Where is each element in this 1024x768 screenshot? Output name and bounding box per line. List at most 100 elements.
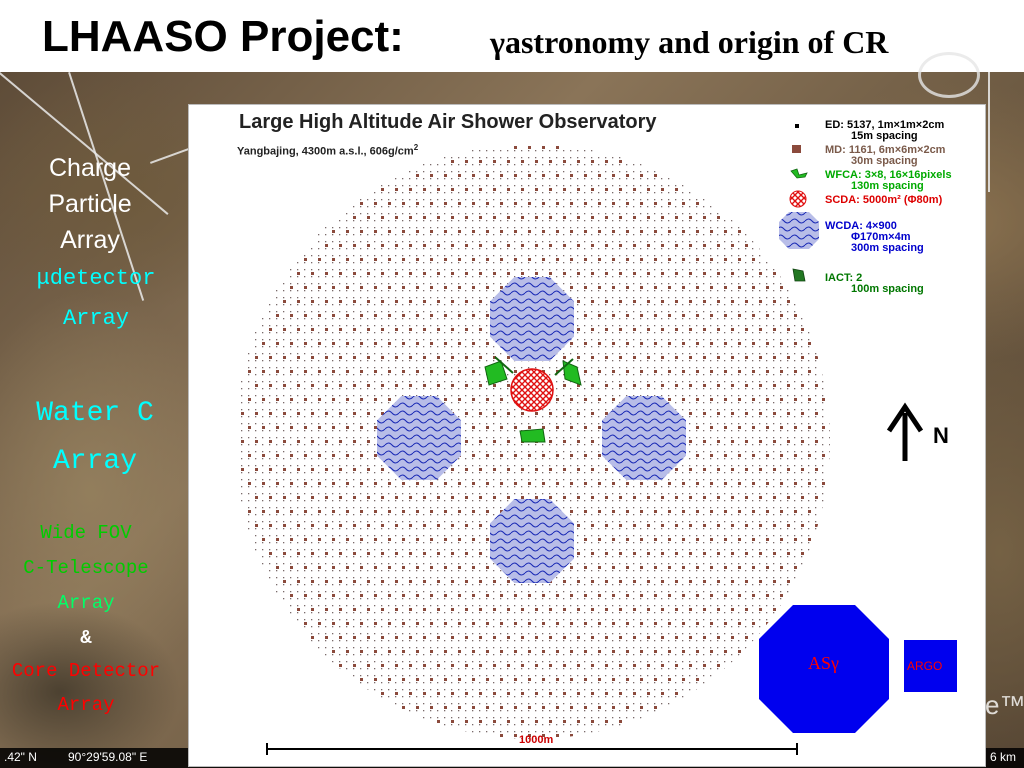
ed-detector-dot xyxy=(745,255,747,257)
ed-detector-dot xyxy=(353,346,355,348)
ed-detector-dot xyxy=(416,549,418,551)
ed-detector-dot xyxy=(507,486,509,488)
ed-detector-dot xyxy=(402,311,404,313)
ed-detector-dot xyxy=(409,395,411,397)
ed-detector-dot xyxy=(668,367,670,369)
ed-detector-dot xyxy=(395,213,397,215)
ed-detector-dot xyxy=(745,241,747,243)
ed-detector-dot xyxy=(374,227,376,229)
ed-detector-dot xyxy=(500,416,502,418)
ed-detector-dot xyxy=(332,402,334,404)
ed-detector-dot xyxy=(724,577,726,579)
ed-detector-dot xyxy=(605,472,607,474)
ed-detector-dot xyxy=(598,430,600,432)
ed-detector-dot xyxy=(325,430,327,432)
ed-detector-dot xyxy=(738,465,740,467)
ed-detector-dot xyxy=(472,458,474,460)
ed-detector-dot xyxy=(738,549,740,551)
ed-detector-dot xyxy=(402,346,404,348)
ed-detector-dot xyxy=(409,206,411,208)
ed-detector-dot xyxy=(493,234,495,236)
ed-detector-dot xyxy=(724,353,726,355)
ed-detector-dot xyxy=(689,332,691,334)
map-logo-mark: e™ xyxy=(985,690,1024,720)
ed-detector-dot xyxy=(668,500,670,502)
ed-detector-dot xyxy=(325,332,327,334)
ed-detector-dot xyxy=(710,339,712,341)
ed-detector-dot xyxy=(521,185,523,187)
ed-detector-dot xyxy=(640,626,642,628)
ed-detector-dot xyxy=(486,304,488,306)
ed-detector-dot xyxy=(500,605,502,607)
ed-detector-dot xyxy=(437,591,439,593)
ed-detector-dot xyxy=(374,283,376,285)
ed-detector-dot xyxy=(696,521,698,523)
ed-detector-dot xyxy=(612,612,614,614)
ed-detector-dot xyxy=(465,304,467,306)
ed-detector-dot xyxy=(780,318,782,320)
ed-detector-dot xyxy=(276,500,278,502)
ed-detector-dot xyxy=(696,353,698,355)
ed-detector-dot xyxy=(633,199,635,201)
ed-detector-dot xyxy=(339,416,341,418)
ed-detector-dot xyxy=(514,220,516,222)
ed-detector-dot xyxy=(318,283,320,285)
ed-detector-dot xyxy=(318,241,320,243)
ed-detector-dot xyxy=(801,409,803,411)
ed-detector-dot xyxy=(367,367,369,369)
ed-detector-dot xyxy=(262,353,264,355)
ed-detector-dot xyxy=(374,220,376,222)
ed-detector-dot xyxy=(346,514,348,516)
ed-detector-dot xyxy=(605,262,607,264)
ed-detector-dot xyxy=(325,325,327,327)
ed-detector-dot xyxy=(598,514,600,516)
ed-detector-dot xyxy=(710,584,712,586)
ed-detector-dot xyxy=(311,591,313,593)
ed-detector-dot xyxy=(465,353,467,355)
ed-detector-dot xyxy=(801,444,803,446)
ed-detector-dot xyxy=(339,577,341,579)
ed-detector-dot xyxy=(752,591,754,593)
ed-detector-dot xyxy=(563,269,565,271)
ed-detector-dot xyxy=(605,283,607,285)
ed-detector-dot xyxy=(311,430,313,432)
ed-detector-dot xyxy=(724,388,726,390)
ed-detector-dot xyxy=(682,367,684,369)
ed-detector-dot xyxy=(675,528,677,530)
ed-detector-dot xyxy=(423,619,425,621)
ed-detector-dot xyxy=(780,297,782,299)
ed-detector-dot xyxy=(633,276,635,278)
ed-detector-dot xyxy=(605,395,607,397)
ed-detector-dot xyxy=(374,514,376,516)
ed-detector-dot xyxy=(430,612,432,614)
ed-detector-dot xyxy=(605,325,607,327)
ed-detector-dot xyxy=(654,549,656,551)
ed-detector-dot xyxy=(584,458,586,460)
ed-detector-dot xyxy=(640,241,642,243)
ed-detector-dot xyxy=(710,493,712,495)
ed-detector-dot xyxy=(374,332,376,334)
ed-detector-dot xyxy=(493,220,495,222)
ed-detector-dot xyxy=(353,500,355,502)
ed-detector-dot xyxy=(269,521,271,523)
ed-detector-dot xyxy=(367,409,369,411)
ed-detector-dot xyxy=(381,633,383,635)
ed-detector-dot xyxy=(717,605,719,607)
ed-detector-dot xyxy=(535,612,537,614)
ed-detector-dot xyxy=(528,171,530,173)
ed-detector-dot xyxy=(297,535,299,537)
ed-detector-dot xyxy=(521,444,523,446)
ed-detector-dot xyxy=(332,605,334,607)
ed-detector-dot xyxy=(619,577,621,579)
ed-detector-dot xyxy=(626,234,628,236)
ed-detector-dot xyxy=(570,192,572,194)
ed-detector-dot xyxy=(787,339,789,341)
ed-detector-dot xyxy=(423,493,425,495)
ed-detector-dot xyxy=(759,458,761,460)
ed-detector-dot xyxy=(472,374,474,376)
ed-detector-dot xyxy=(654,248,656,250)
ed-detector-dot xyxy=(710,325,712,327)
ed-detector-dot xyxy=(563,157,565,159)
ed-detector-dot xyxy=(584,213,586,215)
ed-detector-dot xyxy=(682,192,684,194)
